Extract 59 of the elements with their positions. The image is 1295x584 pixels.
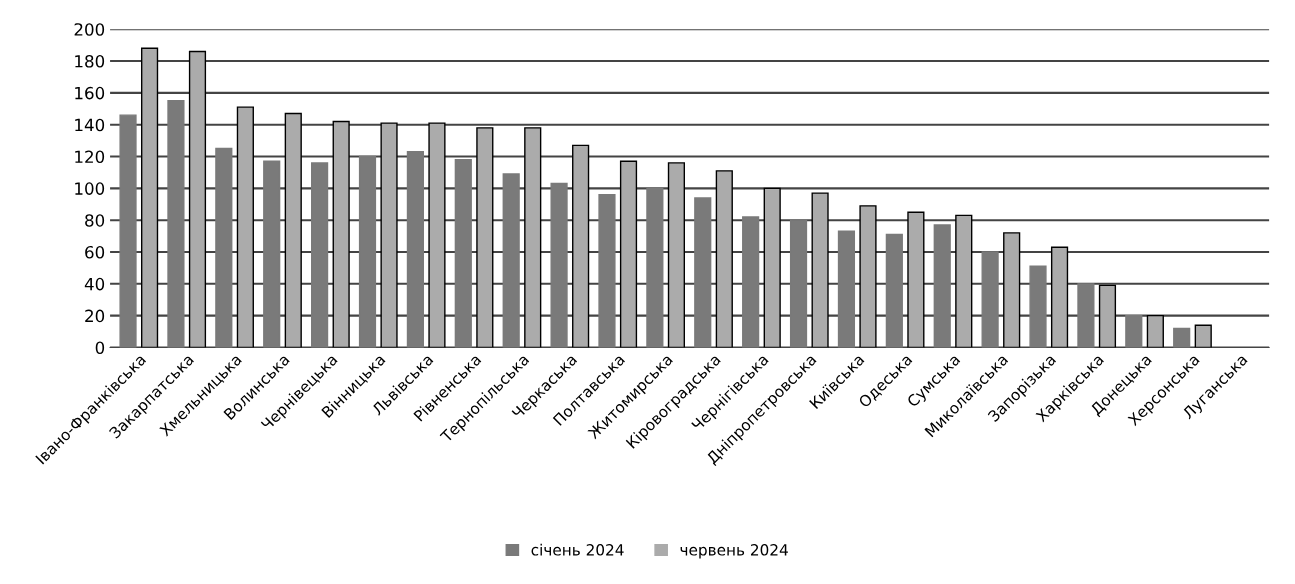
bar (837, 230, 856, 348)
bar (885, 233, 903, 348)
bar (380, 122, 398, 348)
bar (167, 100, 185, 348)
bar (550, 182, 568, 348)
bar (1173, 327, 1191, 348)
bar (524, 127, 542, 348)
bar (1125, 314, 1143, 348)
bar (1098, 284, 1117, 348)
bar (502, 173, 520, 348)
bar (188, 50, 207, 348)
y-tick-label: 0 (95, 341, 105, 355)
bar (789, 219, 808, 348)
y-tick-label: 200 (74, 23, 105, 36)
bar (933, 224, 951, 348)
y-tick-label: 60 (85, 245, 105, 259)
y-tick-label: 140 (75, 118, 105, 132)
bar (476, 127, 494, 348)
bar (215, 147, 233, 348)
bar (811, 192, 829, 348)
y-tick-label: 160 (75, 86, 105, 100)
bar (955, 214, 973, 348)
bar (694, 197, 712, 348)
y-tick-label: 40 (84, 277, 105, 291)
bar (311, 162, 329, 348)
bar (358, 155, 377, 348)
bar (907, 211, 925, 348)
bar (1146, 314, 1164, 348)
bar (1194, 324, 1212, 348)
bar (1029, 265, 1047, 348)
bar (1077, 283, 1095, 348)
bar (236, 106, 254, 348)
bar (981, 251, 999, 348)
bar (763, 187, 781, 348)
y-tick-label: 120 (75, 150, 105, 164)
y-tick-label: 80 (85, 214, 105, 227)
bar (646, 187, 664, 348)
bar (1050, 246, 1069, 348)
bar (742, 216, 760, 348)
y-tick-label: 180 (75, 54, 105, 68)
y-tick-label: 100 (75, 182, 105, 195)
legend-label: січень 2024 (531, 543, 624, 556)
legend-label: червень 2024 (680, 544, 788, 559)
bar (667, 162, 686, 348)
bar (428, 122, 446, 348)
bar (406, 151, 424, 348)
bar (454, 158, 472, 348)
bar (859, 205, 877, 348)
bar (263, 160, 281, 348)
bar (715, 170, 733, 348)
y-tick-label: 20 (85, 309, 105, 323)
bar (119, 114, 137, 348)
bar (332, 120, 350, 348)
bar (572, 144, 590, 348)
bar (598, 194, 616, 348)
bar (284, 112, 302, 348)
bar (1003, 232, 1021, 348)
bar (140, 47, 159, 348)
bar (619, 160, 638, 348)
